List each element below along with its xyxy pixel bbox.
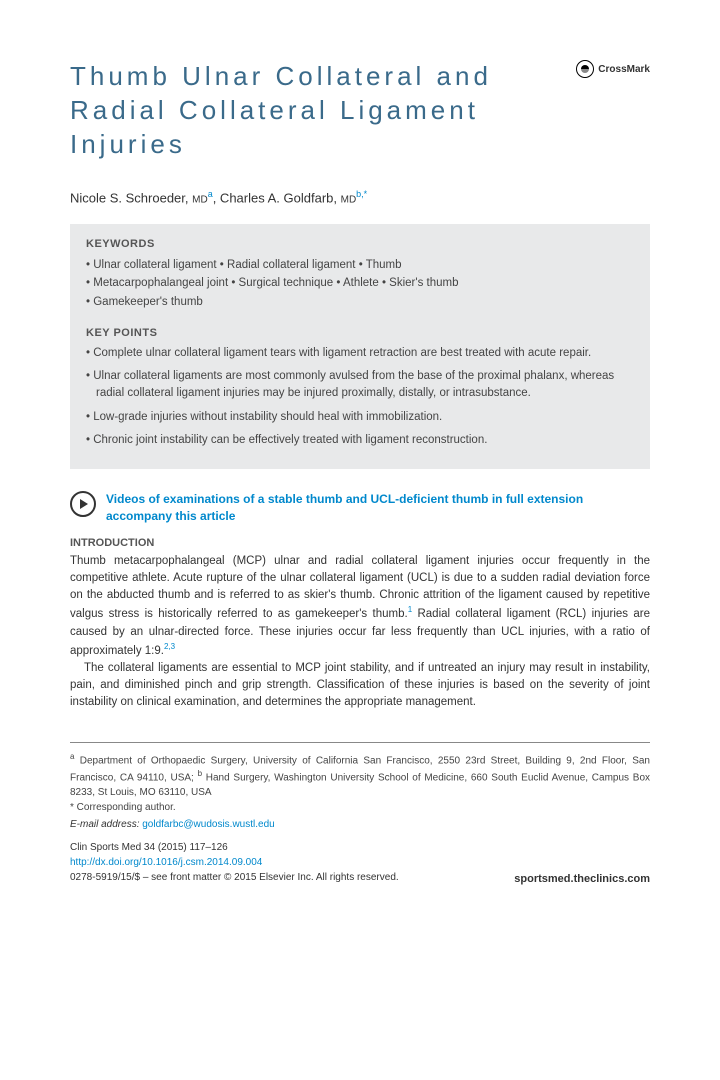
crossmark-icon xyxy=(576,60,594,78)
keyword-line: Ulnar collateral ligament • Radial colla… xyxy=(86,256,634,274)
doi-link[interactable]: http://dx.doi.org/10.1016/j.csm.2014.09.… xyxy=(70,855,399,870)
reference-link[interactable]: 2,3 xyxy=(164,642,175,651)
copyright: 0278-5919/15/$ – see front matter © 2015… xyxy=(70,870,399,885)
journal-citation: Clin Sports Med 34 (2015) 117–126 xyxy=(70,840,399,855)
keypoint-item: Ulnar collateral ligaments are most comm… xyxy=(86,368,634,403)
author-degree: MD xyxy=(341,195,357,206)
email-link[interactable]: goldfarbc@wudosis.wustl.edu xyxy=(142,819,274,830)
keypoint-item: Low-grade injuries without instability s… xyxy=(86,409,634,426)
introduction-body: Thumb metacarpophalangeal (MCP) ulnar an… xyxy=(70,553,650,712)
keywords-heading: KEYWORDS xyxy=(86,238,634,250)
author-degree: MD xyxy=(192,195,208,206)
intro-para2: The collateral ligaments are essential t… xyxy=(70,660,650,712)
author-name: Nicole S. Schroeder, xyxy=(70,191,192,206)
keyword-line: Metacarpophalangeal joint • Surgical tec… xyxy=(86,274,634,292)
crossmark-badge[interactable]: CrossMark xyxy=(576,60,650,78)
play-icon xyxy=(70,491,96,517)
page-footer: Clin Sports Med 34 (2015) 117–126 http:/… xyxy=(70,840,650,885)
keypoint-item: Chronic joint instability can be effecti… xyxy=(86,432,634,449)
author-name: , Charles A. Goldfarb, xyxy=(213,191,341,206)
keypoints-list: Complete ulnar collateral ligament tears… xyxy=(86,345,634,449)
footer-divider xyxy=(70,742,650,743)
journal-site[interactable]: sportsmed.theclinics.com xyxy=(514,873,650,885)
email-line: E-mail address: goldfarbc@wudosis.wustl.… xyxy=(70,819,650,830)
keypoints-heading: KEY POINTS xyxy=(86,327,634,339)
crossmark-label: CrossMark xyxy=(598,64,650,75)
corresponding-author: * Corresponding author. xyxy=(70,800,650,815)
author-affil-sup: b,* xyxy=(356,189,367,199)
video-link-text: Videos of examinations of a stable thumb… xyxy=(106,491,650,525)
author-list: Nicole S. Schroeder, MDa, Charles A. Gol… xyxy=(70,189,650,205)
keyword-line: Gamekeeper's thumb xyxy=(86,293,634,311)
keypoint-item: Complete ulnar collateral ligament tears… xyxy=(86,345,634,362)
keywords-list: Ulnar collateral ligament • Radial colla… xyxy=(86,256,634,311)
email-label: E-mail address: xyxy=(70,819,142,830)
keywords-box: KEYWORDS Ulnar collateral ligament • Rad… xyxy=(70,224,650,469)
introduction-heading: INTRODUCTION xyxy=(70,537,650,549)
video-link[interactable]: Videos of examinations of a stable thumb… xyxy=(70,491,650,525)
affiliations: a Department of Orthopaedic Surgery, Uni… xyxy=(70,751,650,816)
article-title: Thumb Ulnar Collateral and Radial Collat… xyxy=(70,60,576,161)
